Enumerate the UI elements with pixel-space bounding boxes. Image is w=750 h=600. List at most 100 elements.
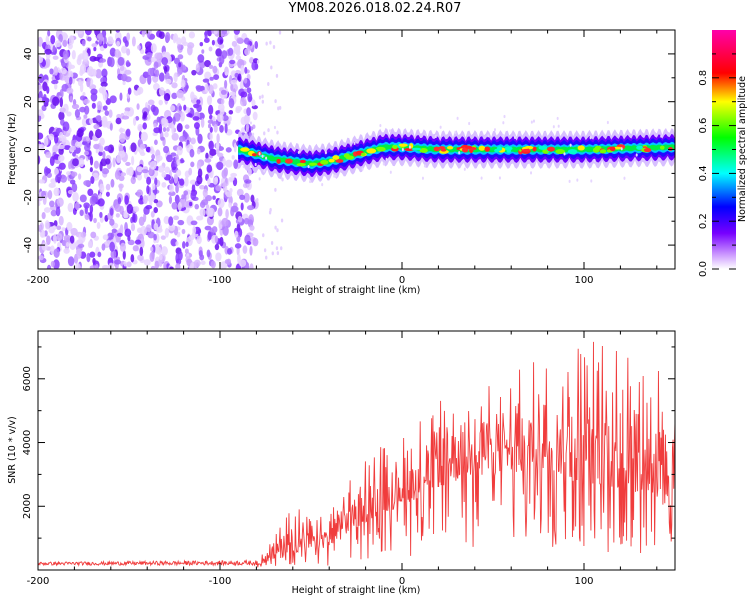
noise-blob [244,66,248,74]
noise-blob [49,68,54,75]
noise-blob [79,63,87,75]
noise-blob [38,84,43,90]
ridge-hotspot [464,145,473,149]
noise-blob [53,220,58,227]
noise-blob [91,102,96,109]
noise-blob [161,181,167,188]
noise-blob [221,169,228,179]
noise-blob [214,235,219,244]
noise-blob [47,30,51,37]
noise-blob [175,241,179,246]
noise-blob [160,136,165,141]
noise-blob [87,36,92,42]
noise-blob [87,240,93,249]
noise-blob [53,187,60,197]
noise-blob [66,111,72,117]
noise-blob [108,109,113,118]
noise-blob [153,233,157,241]
noise-blob [205,152,209,160]
noise-blob [84,105,90,115]
ridge-hotspot [419,147,428,153]
noise-blob [230,207,235,217]
noise-blob [222,225,229,237]
noise-blob [177,54,184,60]
noise-blob [146,185,150,195]
noise-blob [161,117,169,128]
noise-blob [190,191,197,201]
noise-blob [246,205,255,211]
noise-blob [84,143,91,152]
noise-blob [38,109,44,116]
noise-blob [154,139,158,146]
ridge-speck [568,179,571,183]
noise-blob [242,245,248,254]
noise-blob [63,248,70,254]
noise-blob [101,168,110,175]
ridge-hotspot [643,148,652,153]
noise-blob [143,171,149,180]
noise-blob [158,31,165,40]
noise-blob [38,200,41,207]
noise-blob [209,114,213,120]
noise-blob [99,211,103,218]
noise-blob [213,124,218,133]
noise-blob [52,96,60,107]
noise-blob [38,132,44,140]
noise-blob [38,73,44,84]
noise-blob [143,212,147,223]
noise-blob [90,88,98,95]
noise-blob [233,45,241,55]
noise-blob [125,128,131,137]
noise-blob [166,154,173,163]
noise-blob [139,143,146,150]
noise-blob [56,225,62,230]
ridge-core [238,144,675,167]
noise-blob [59,67,67,75]
noise-blob [254,41,259,50]
ridge-speck [532,119,535,123]
noise-speck [281,177,284,182]
noise-blob [168,195,173,204]
noise-blob [54,40,62,48]
noise-blob [79,95,86,101]
noise-blob [42,194,47,206]
noise-blob [67,256,75,267]
noise-blob [229,91,236,97]
noise-speck [275,73,279,78]
noise-blob [126,203,134,215]
noise-blob [212,83,218,90]
noise-blob [114,170,121,180]
noise-blob [218,43,225,49]
noise-blob [131,155,135,166]
noise-blob [93,124,100,130]
noise-blob [140,131,148,142]
ridge-speck [408,145,411,149]
noise-blob [109,218,115,226]
noise-blob [196,174,203,185]
noise-blob [152,106,159,116]
noise-blob [116,154,122,164]
noise-speck [262,233,265,238]
noise-blob [243,114,251,125]
noise-blob [184,176,189,187]
noise-blob [110,178,115,188]
noise-blob [135,116,140,121]
noise-blob [58,162,66,170]
noise-blob [56,197,64,207]
y-tick-label: 6000 [22,366,33,391]
noise-blob [181,228,186,235]
noise-blob [125,161,131,166]
ridge-speck [379,123,382,128]
ridge-speck [353,141,356,145]
noise-blob [171,92,178,100]
noise-blob [229,59,236,65]
noise-blob [240,91,248,98]
noise-blob [233,142,237,153]
noise-blob [150,246,154,252]
noise-blob [139,195,143,201]
noise-blob [165,78,172,84]
noise-blob [89,251,96,258]
noise-blob [185,241,189,248]
noise-blob [102,150,106,160]
noise-blob [224,79,228,89]
